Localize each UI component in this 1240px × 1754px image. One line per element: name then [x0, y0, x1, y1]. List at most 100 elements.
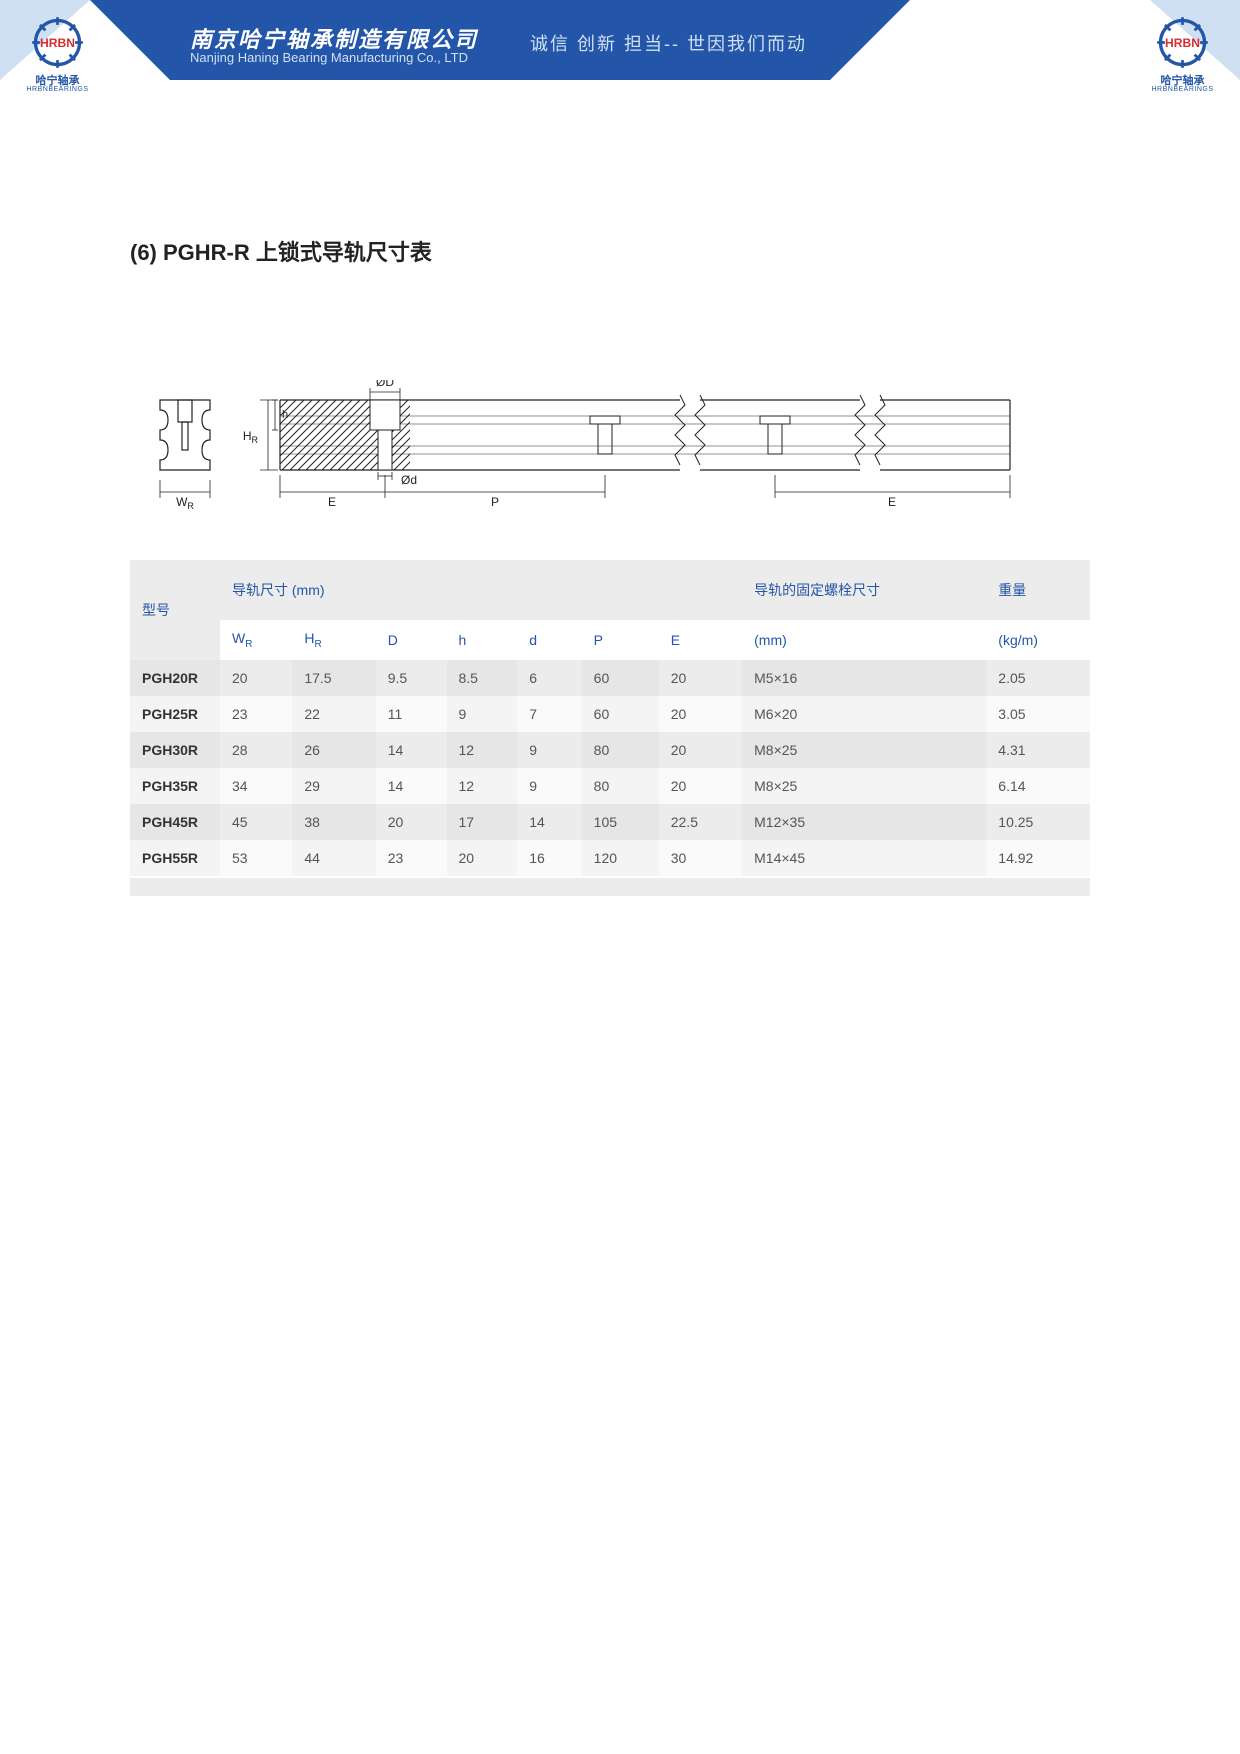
- table-cell: M8×25: [742, 732, 986, 768]
- table-cell: 45: [220, 804, 292, 840]
- table-cell: PGH25R: [130, 696, 220, 732]
- table-cell: PGH30R: [130, 732, 220, 768]
- table-cell: 2.05: [986, 660, 1090, 696]
- table-cell: M5×16: [742, 660, 986, 696]
- table-cell: 17: [447, 804, 518, 840]
- company-logo-left: HRBN: [30, 15, 85, 70]
- table-footer-stripe: [130, 878, 1090, 896]
- dim-d-label: Ød: [401, 473, 417, 487]
- table-cell: 105: [582, 804, 659, 840]
- table-cell: 20: [659, 696, 742, 732]
- table-cell: 10.25: [986, 804, 1090, 840]
- company-name-en: Nanjing Haning Bearing Manufacturing Co.…: [190, 50, 468, 65]
- table-row: PGH30R2826141298020M8×254.31: [130, 732, 1090, 768]
- table-cell: 16: [517, 840, 581, 876]
- col-E: E: [659, 620, 742, 660]
- svg-text:HR: HR: [243, 429, 259, 445]
- table-row: PGH35R3429141298020M8×256.14: [130, 768, 1090, 804]
- col-bolt: (mm): [742, 620, 986, 660]
- table-cell: 20: [659, 732, 742, 768]
- col-P: P: [582, 620, 659, 660]
- company-tagline: 诚信 创新 担当-- 世因我们而动: [530, 30, 807, 56]
- table-cell: 14: [376, 732, 447, 768]
- table-cell: PGH55R: [130, 840, 220, 876]
- table-row: PGH20R2017.59.58.566020M5×162.05: [130, 660, 1090, 696]
- col-wr: WR: [220, 620, 292, 660]
- table-cell: PGH45R: [130, 804, 220, 840]
- logo-mark-text: HRBN: [40, 36, 75, 50]
- table-cell: 4.31: [986, 732, 1090, 768]
- table-cell: 23: [376, 840, 447, 876]
- table-cell: 20: [659, 660, 742, 696]
- table-cell: 9: [517, 768, 581, 804]
- table-cell: 12: [447, 768, 518, 804]
- table-cell: 9.5: [376, 660, 447, 696]
- dim-h-label: h: [282, 409, 288, 421]
- spec-table-wrap: 型号 导轨尺寸 (mm) 导轨的固定螺栓尺寸 重量 WR HR D h d P …: [130, 560, 1090, 896]
- table-cell: M14×45: [742, 840, 986, 876]
- table-cell: 80: [582, 768, 659, 804]
- table-cell: 120: [582, 840, 659, 876]
- table-cell: 60: [582, 660, 659, 696]
- table-cell: 80: [582, 732, 659, 768]
- rail-diagram: WR: [140, 380, 1020, 510]
- table-cell: 14: [517, 804, 581, 840]
- table-row: PGH55R534423201612030M14×4514.92: [130, 840, 1090, 876]
- dim-D-label: ØD: [376, 380, 394, 389]
- col-group-rail: 导轨尺寸 (mm): [220, 560, 742, 620]
- table-cell: 30: [659, 840, 742, 876]
- col-D: D: [376, 620, 447, 660]
- logo-label-en-right: HRBNBEARINGS: [1145, 86, 1220, 93]
- logo-label-en-left: HRBNBEARINGS: [20, 86, 95, 93]
- col-group-weight: 重量: [986, 560, 1090, 620]
- table-cell: 9: [517, 732, 581, 768]
- section-title: (6) PGHR-R 上锁式导轨尺寸表: [130, 235, 432, 267]
- table-cell: 44: [292, 840, 375, 876]
- svg-text:WR: WR: [176, 495, 194, 510]
- dim-P-label: P: [491, 495, 499, 509]
- table-cell: PGH35R: [130, 768, 220, 804]
- table-cell: 20: [447, 840, 518, 876]
- table-cell: PGH20R: [130, 660, 220, 696]
- table-cell: 34: [220, 768, 292, 804]
- table-cell: 9: [447, 696, 518, 732]
- table-cell: 3.05: [986, 696, 1090, 732]
- svg-text:HRBN: HRBN: [1165, 36, 1200, 50]
- table-cell: 23: [220, 696, 292, 732]
- col-h: h: [447, 620, 518, 660]
- table-cell: M12×35: [742, 804, 986, 840]
- table-cell: 11: [376, 696, 447, 732]
- table-cell: 20: [376, 804, 447, 840]
- col-group-bolt: 导轨的固定螺栓尺寸: [742, 560, 986, 620]
- table-cell: 6: [517, 660, 581, 696]
- table-cell: 60: [582, 696, 659, 732]
- table-cell: 20: [659, 768, 742, 804]
- table-cell: 14.92: [986, 840, 1090, 876]
- dim-E-label-left: E: [328, 495, 336, 509]
- table-cell: M8×25: [742, 768, 986, 804]
- table-cell: 14: [376, 768, 447, 804]
- table-cell: 12: [447, 732, 518, 768]
- table-cell: 17.5: [292, 660, 375, 696]
- table-cell: 22.5: [659, 804, 742, 840]
- table-cell: 22: [292, 696, 375, 732]
- dim-wr-label: W: [176, 495, 188, 509]
- table-cell: 53: [220, 840, 292, 876]
- col-weight: (kg/m): [986, 620, 1090, 660]
- col-model-header: 型号: [130, 560, 220, 660]
- table-cell: 6.14: [986, 768, 1090, 804]
- col-d: d: [517, 620, 581, 660]
- dim-E-label-right: E: [888, 495, 896, 509]
- table-cell: 28: [220, 732, 292, 768]
- company-logo-right: HRBN: [1155, 15, 1210, 70]
- table-cell: 7: [517, 696, 581, 732]
- table-row: PGH45R453820171410522.5M12×3510.25: [130, 804, 1090, 840]
- spec-table-body: PGH20R2017.59.58.566020M5×162.05PGH25R23…: [130, 660, 1090, 876]
- table-cell: 26: [292, 732, 375, 768]
- table-cell: 38: [292, 804, 375, 840]
- table-cell: M6×20: [742, 696, 986, 732]
- col-hr: HR: [292, 620, 375, 660]
- table-cell: 8.5: [447, 660, 518, 696]
- table-cell: 29: [292, 768, 375, 804]
- spec-table: 型号 导轨尺寸 (mm) 导轨的固定螺栓尺寸 重量 WR HR D h d P …: [130, 560, 1090, 876]
